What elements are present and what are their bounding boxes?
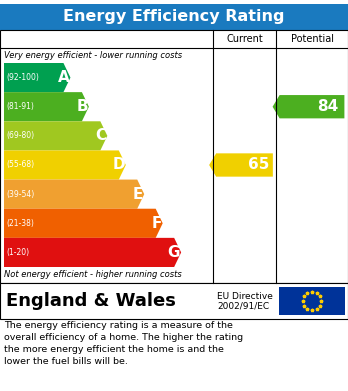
Bar [0,4,348,30]
Text: Current: Current [226,34,263,44]
Text: E: E [133,187,143,202]
Text: Potential: Potential [291,34,333,44]
Text: (21-38): (21-38) [6,219,34,228]
Text: (1-20): (1-20) [6,248,29,257]
Text: 84: 84 [318,99,339,114]
Bar [0,30,348,283]
Text: The energy efficiency rating is a measure of the
overall efficiency of a home. T: The energy efficiency rating is a measur… [4,321,243,366]
Polygon shape [4,92,89,121]
Text: D: D [112,158,125,172]
Polygon shape [4,151,126,179]
Text: B: B [76,99,88,114]
Text: (81-91): (81-91) [6,102,34,111]
Text: F: F [151,216,162,231]
Polygon shape [209,153,273,177]
Text: (55-68): (55-68) [6,160,34,170]
Text: 2002/91/EC: 2002/91/EC [217,302,269,311]
Text: Very energy efficient - lower running costs: Very energy efficient - lower running co… [4,51,182,60]
Text: G: G [168,245,180,260]
Polygon shape [4,238,181,267]
Text: England & Wales: England & Wales [6,292,176,310]
Polygon shape [4,121,107,151]
Text: A: A [58,70,70,85]
Text: (39-54): (39-54) [6,190,34,199]
Polygon shape [4,209,163,238]
Bar [279,287,345,315]
Text: 65: 65 [248,158,269,172]
Bar [0,283,348,319]
Polygon shape [272,95,345,118]
Text: EU Directive: EU Directive [217,292,273,301]
Polygon shape [4,179,144,209]
Text: (69-80): (69-80) [6,131,34,140]
Text: Not energy efficient - higher running costs: Not energy efficient - higher running co… [4,270,182,279]
Text: Energy Efficiency Rating: Energy Efficiency Rating [63,9,285,25]
Text: C: C [95,128,106,143]
Polygon shape [4,63,70,92]
Text: (92-100): (92-100) [6,73,39,82]
